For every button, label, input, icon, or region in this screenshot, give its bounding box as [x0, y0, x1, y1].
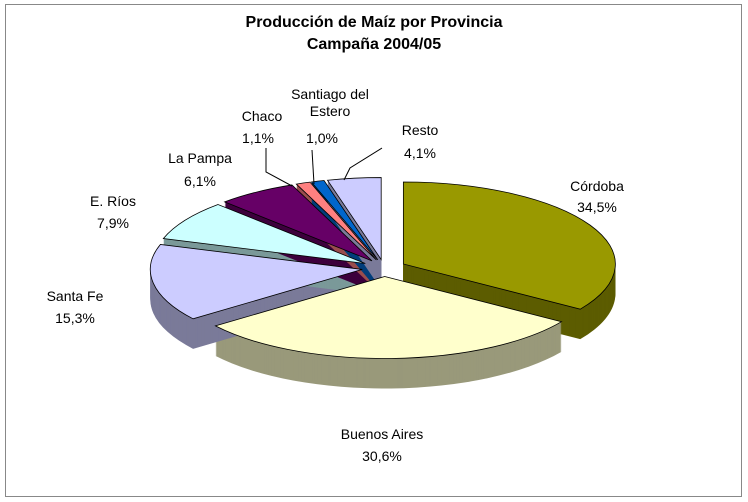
slice [223, 184, 373, 262]
slice-label: Santa Fe [46, 288, 104, 304]
slice-label: Córdoba [570, 178, 624, 194]
slice-value-label: 30,6% [362, 448, 402, 464]
slice-value-label: 15,3% [55, 310, 95, 326]
slice-label: La Pampa [168, 150, 232, 166]
leader-line [343, 147, 383, 181]
leader-line [311, 149, 315, 185]
slice [149, 244, 363, 320]
slice-value-label: 4,1% [404, 145, 436, 161]
slice [402, 181, 616, 310]
slice-label: Resto [401, 122, 439, 138]
slice-label: Santiago del Estero [291, 86, 369, 119]
slice [310, 180, 379, 261]
chart-subtitle: Campaña 2004/05 [306, 36, 442, 53]
slice-value-label: 7,9% [97, 215, 129, 231]
chart-title: Producción de Maíz por Provincia [245, 14, 503, 31]
leader-line [265, 148, 293, 187]
slice-value-label: 6,1% [184, 173, 216, 189]
slice [295, 181, 377, 261]
slice-value-label: 1,1% [242, 130, 274, 146]
slice [214, 276, 563, 359]
slice-label: E. Ríos [90, 193, 136, 209]
slice-value-label: 1,0% [306, 130, 338, 146]
slice-label: Chaco [241, 108, 283, 124]
slice-label: Buenos Aires [340, 426, 424, 442]
slice [162, 204, 366, 264]
slice [326, 177, 382, 261]
slice-tops [149, 177, 616, 359]
slice-value-label: 34,5% [577, 199, 617, 215]
leader-lines [265, 147, 383, 187]
